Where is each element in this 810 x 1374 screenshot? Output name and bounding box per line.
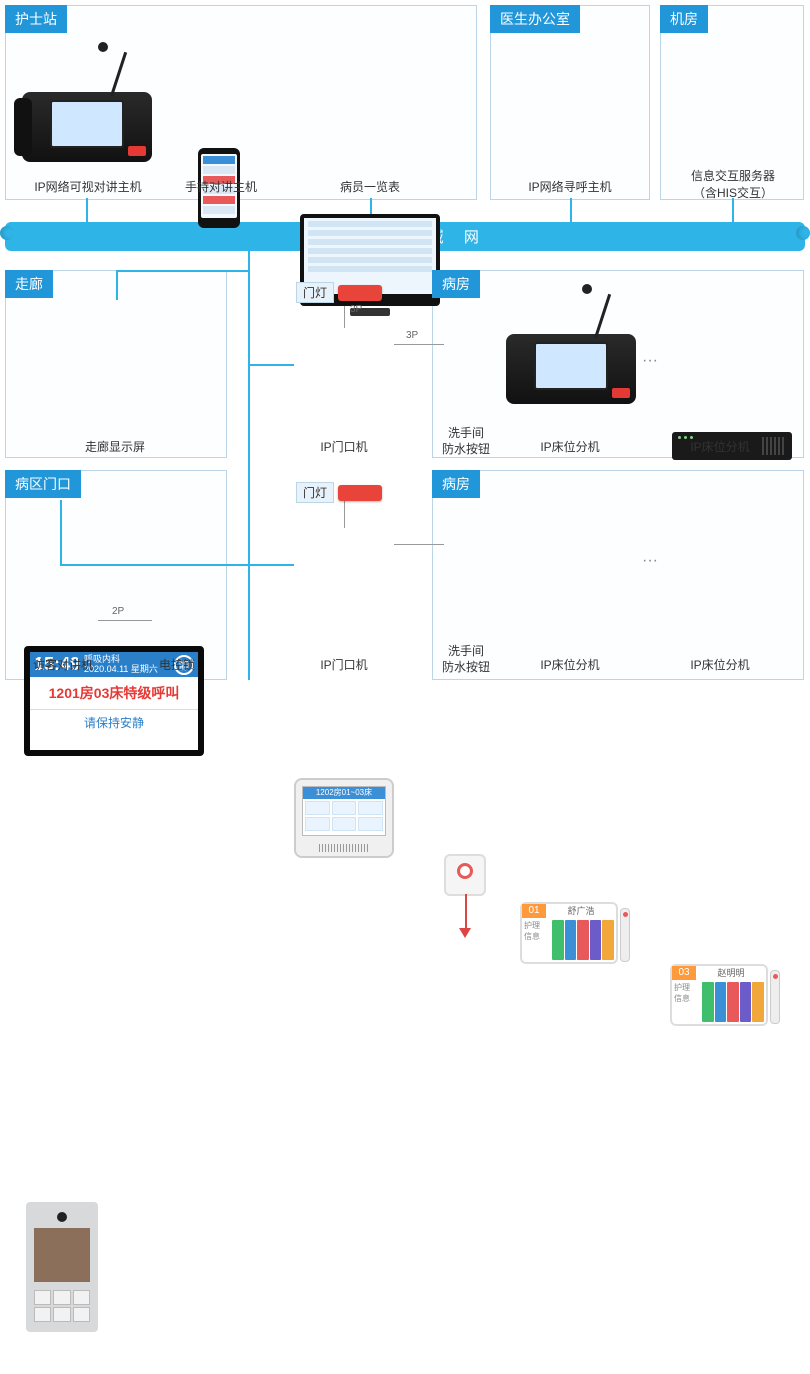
- doorlamp-2-label: 门灯: [296, 482, 334, 503]
- lan-cap-left: [0, 226, 14, 240]
- conn-doctor: [570, 198, 572, 224]
- doorlamp-1-label: 门灯: [296, 282, 334, 303]
- bed-unit-1a: 01舒广浩 护理信息: [520, 902, 618, 964]
- doorlamp-2-icon: [338, 485, 382, 501]
- cd-notice: 请保持安静: [30, 709, 198, 735]
- branch-entrance: [60, 564, 248, 566]
- wp-button-2-label: 洗手间 防水按钮: [430, 644, 502, 675]
- wp-button-1-label: 洗手间 防水按钮: [430, 426, 502, 457]
- bed-unit-1b-label: IP床位分机: [680, 438, 760, 455]
- bed-unit-1a-label: IP床位分机: [530, 438, 610, 455]
- bed1b-num: 03: [672, 966, 696, 980]
- header-nurse: 护士站: [5, 5, 67, 33]
- nurse-host-label: IP网络可视对讲主机: [18, 178, 158, 195]
- nurse-host-device: [22, 92, 152, 162]
- header-doctor: 医生办公室: [490, 5, 580, 33]
- door-terminal-2-label: IP门口机: [308, 656, 380, 673]
- doorlamp-1-icon: [338, 285, 382, 301]
- doctor-host-label: IP网络寻呼主机: [510, 178, 630, 195]
- bed1b-bars: [702, 980, 766, 1024]
- conn-nurse: [86, 198, 88, 224]
- handheld-label: 手持对讲主机: [178, 178, 264, 195]
- visitor-intercom: [26, 1202, 98, 1332]
- ellipsis-2: ···: [642, 552, 658, 570]
- patient-list-label: 病员一览表: [320, 178, 420, 195]
- bed1a-name: 舒广浩: [546, 904, 616, 918]
- dt1-hdr: 1202房01~03床: [303, 787, 385, 799]
- section-doctor: [490, 5, 650, 200]
- header-ward1: 病房: [432, 270, 480, 298]
- trunk-main: [248, 246, 250, 680]
- lan-cap-right: [796, 226, 810, 240]
- bed1b-name: 赵明明: [696, 966, 766, 980]
- bed-unit-2a-label: IP床位分机: [530, 656, 610, 673]
- doorlamp-1: 门灯: [296, 282, 382, 303]
- branch-ward2: [248, 564, 294, 566]
- wire-wp1: [394, 344, 444, 345]
- elock-label: 电控锁: [150, 656, 204, 673]
- door-terminal-1: 1202房01~03床: [294, 778, 394, 858]
- visitor-label: 访客对讲机: [28, 656, 98, 673]
- wire-elock: [98, 620, 152, 621]
- header-server: 机房: [660, 5, 708, 33]
- header-corridor: 走廊: [5, 270, 53, 298]
- cd-alert: 1201房03床特级呼叫: [30, 677, 198, 709]
- drop-corridor: [116, 270, 118, 300]
- doorlamp-2: 门灯: [296, 482, 382, 503]
- doctor-host-device: [506, 334, 636, 404]
- bed1a-num: 01: [522, 904, 546, 918]
- bed-unit-2b-label: IP床位分机: [680, 656, 760, 673]
- wire-lamp1-label: 3P: [350, 304, 362, 315]
- server-label: 信息交互服务器 （含HIS交互）: [668, 168, 798, 202]
- branch-corridor: [116, 270, 248, 272]
- bed1a-bars: [552, 918, 616, 962]
- conn-server: [732, 198, 734, 224]
- wp-button-1: [444, 854, 486, 896]
- branch-ward1: [248, 364, 294, 366]
- wire-elock-label: 2P: [112, 606, 124, 617]
- corridor-display-label: 走廊显示屏: [70, 438, 160, 455]
- door-terminal-1-label: IP门口机: [308, 438, 380, 455]
- ellipsis-1: ···: [642, 352, 658, 370]
- wire-wp1-label: 3P: [406, 330, 418, 341]
- wire-wp2: [394, 544, 444, 545]
- drop-entrance: [60, 500, 62, 564]
- header-entrance: 病区门口: [5, 470, 81, 498]
- bed-unit-1b: 03赵明明 护理信息: [670, 964, 768, 1026]
- header-ward2: 病房: [432, 470, 480, 498]
